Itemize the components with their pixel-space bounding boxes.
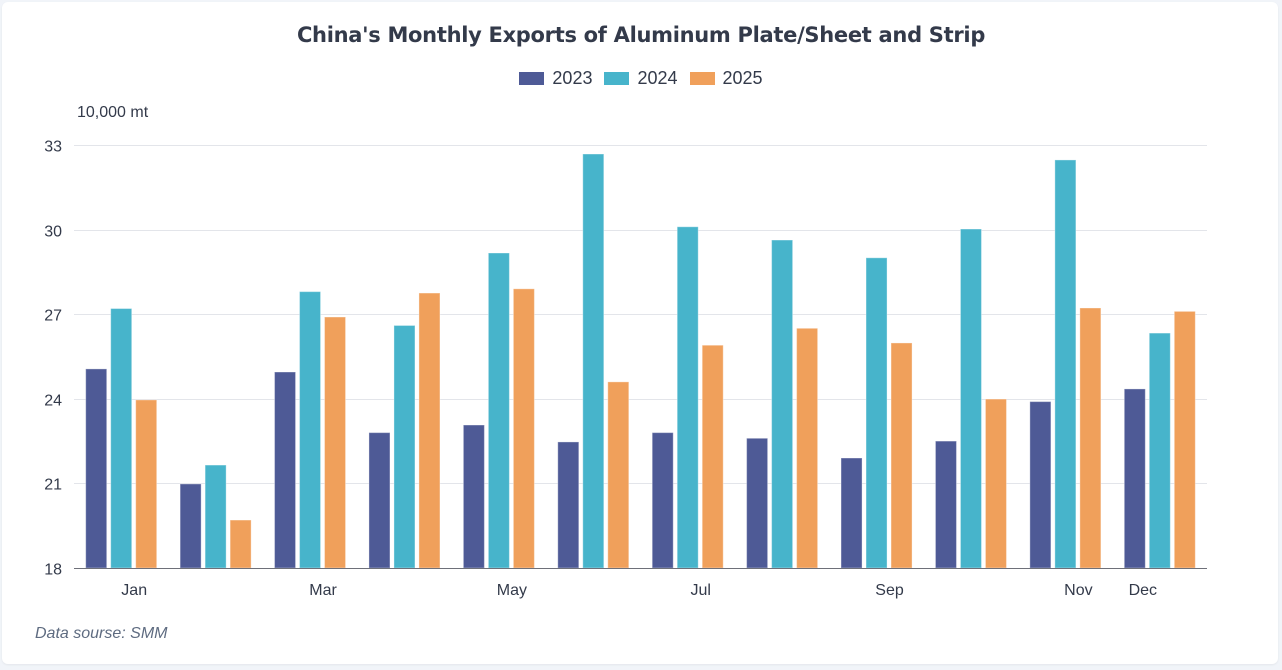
bar-2024-feb[interactable] (204, 464, 227, 569)
legend-item-2023[interactable]: 2023 (519, 68, 592, 89)
bar-2025-mar[interactable] (324, 316, 347, 569)
x-tick-label: Sep (875, 582, 904, 599)
legend-swatch-2023 (519, 72, 545, 85)
legend-swatch-2024 (604, 72, 630, 85)
x-tick-label: Dec (1129, 582, 1157, 599)
bar-2024-jun[interactable] (582, 153, 605, 569)
x-tick-label: Nov (1064, 582, 1092, 599)
chart-legend: 2023 2024 2025 (0, 68, 1282, 89)
legend-item-2024[interactable]: 2024 (604, 68, 678, 89)
bar-2023-apr[interactable] (368, 432, 391, 569)
bar-2025-dec[interactable] (1173, 310, 1196, 569)
y-tick-label: 24 (44, 393, 62, 410)
bar-2024-mar[interactable] (299, 291, 322, 569)
bar-2024-sep[interactable] (865, 257, 888, 569)
bar-2023-nov[interactable] (1029, 401, 1052, 569)
bar-2023-feb[interactable] (179, 483, 202, 569)
bar-2025-jul[interactable] (701, 344, 724, 569)
bar-2023-jul[interactable] (651, 432, 674, 569)
chart-title: China's Monthly Exports of Aluminum Plat… (296, 23, 986, 47)
legend-label-2024: 2024 (637, 68, 678, 88)
bar-2024-dec[interactable] (1148, 332, 1171, 569)
y-tick-label: 18 (44, 562, 62, 579)
bar-2023-sep[interactable] (840, 457, 863, 569)
legend-label-2025: 2025 (722, 68, 763, 88)
bar-2025-oct[interactable] (984, 398, 1007, 569)
bar-2025-feb[interactable] (229, 519, 252, 569)
bar-2023-mar[interactable] (274, 371, 297, 569)
bar-2023-oct[interactable] (934, 440, 957, 569)
bar-2023-may[interactable] (462, 424, 485, 569)
bar-2024-apr[interactable] (393, 324, 416, 569)
bar-2025-may[interactable] (512, 288, 535, 569)
bar-2024-aug[interactable] (771, 239, 794, 569)
x-tick-label: Jul (690, 582, 710, 599)
bar-2025-jan[interactable] (135, 399, 158, 569)
y-tick-label: 21 (44, 477, 62, 494)
y-axis-unit-label: 10,000 mt (77, 104, 149, 121)
y-tick-label: 27 (44, 308, 62, 325)
x-tick-label: Mar (309, 582, 337, 599)
bar-2023-jun[interactable] (557, 441, 580, 569)
x-tick-label: Jan (121, 582, 147, 599)
bar-2023-jan[interactable] (85, 368, 108, 569)
bar-2023-aug[interactable] (746, 437, 769, 569)
bar-2024-nov[interactable] (1054, 159, 1077, 569)
data-source-note: Data sourse: SMM (35, 625, 168, 642)
bar-2025-sep[interactable] (890, 342, 913, 569)
bar-2025-jun[interactable] (607, 381, 630, 569)
y-tick-label: 33 (44, 139, 62, 156)
legend-label-2023: 2023 (552, 68, 593, 88)
bar-2025-aug[interactable] (796, 327, 819, 569)
legend-item-2025[interactable]: 2025 (689, 68, 763, 89)
legend-swatch-2025 (689, 72, 715, 85)
bar-2024-jan[interactable] (110, 308, 133, 569)
bar-2024-jul[interactable] (676, 226, 699, 569)
x-tick-label: May (497, 582, 527, 599)
bar-2025-nov[interactable] (1079, 307, 1102, 569)
bar-2023-dec[interactable] (1123, 388, 1146, 569)
bar-2025-apr[interactable] (418, 292, 441, 569)
bar-2024-may[interactable] (487, 252, 510, 569)
y-tick-label: 30 (44, 224, 62, 241)
bar-2024-oct[interactable] (959, 228, 982, 569)
